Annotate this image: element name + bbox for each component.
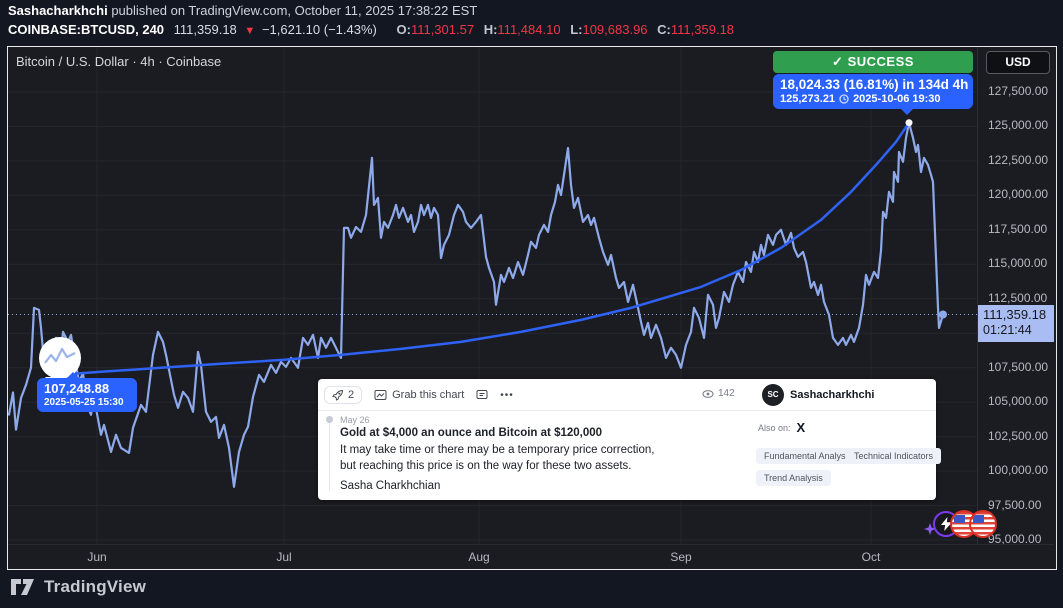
high-value: 111,484.10: [497, 22, 561, 37]
time-axis[interactable]: Jun Jul Aug Sep Oct: [8, 544, 1054, 568]
tag-technical-indicators[interactable]: Technical Indicators: [846, 448, 942, 464]
target-callout: 18,024.33 (16.81%) in 134d 4h 125,273.21…: [773, 74, 973, 115]
avatar-chart-squiggle-icon: [44, 347, 76, 364]
post-date: May 26: [340, 415, 370, 425]
more-options-button[interactable]: •••: [500, 389, 514, 401]
post-title: Gold at $4,000 an ounce and Bitcoin at $…: [340, 427, 603, 439]
lightning-icon: [940, 517, 952, 531]
open-label: O:: [396, 22, 411, 37]
price-tick-label: 117,500.00: [988, 221, 1048, 236]
price-tick-label: 115,000.00: [988, 256, 1048, 271]
card-divider: [318, 410, 936, 411]
btcusd-close-series: [8, 121, 945, 488]
views-value: 142: [718, 388, 735, 399]
check-icon: ✓: [832, 54, 844, 69]
price-tick-label: 97,500.00: [988, 497, 1042, 512]
symbol-ohlc-bar: COINBASE:BTCUSD, 240 111,359.18 ▼ −1,621…: [8, 22, 734, 37]
price-tick-label: 112,500.00: [988, 290, 1048, 305]
published-idea-card: 2 Grab this chart ••• 142 SC Sashacharkh…: [318, 379, 942, 500]
eye-icon: [702, 389, 714, 398]
entry-callout: 107,248.88 2025-05-25 15:30: [37, 372, 137, 412]
boost-count: 2: [348, 389, 355, 401]
card-toolbar: 2 Grab this chart •••: [324, 384, 514, 406]
low-label: L:: [570, 22, 583, 37]
sparkle-icon: [924, 523, 936, 535]
chart-pane[interactable]: [8, 47, 977, 544]
open-value: 111,301.57: [410, 22, 475, 37]
price-tick-label: 95,000.00: [988, 532, 1042, 546]
time-tick-label: Sep: [670, 550, 692, 564]
price-tick-label: 100,000.00: [988, 463, 1049, 478]
us-flag-badge-2: [969, 510, 997, 538]
price-tick-label: 125,000.00: [988, 118, 1049, 133]
last-price: 111,359.18: [173, 22, 237, 37]
views-count: 142: [702, 388, 735, 399]
tag-fundamental-analysis[interactable]: Fundamental Analysis: [756, 448, 861, 464]
time-tick-label: Oct: [861, 550, 881, 564]
price-tick-label: 102,500.00: [988, 428, 1049, 443]
comment-icon: [476, 390, 488, 399]
entry-price: 107,248.88: [44, 381, 110, 396]
comment-button[interactable]: [476, 389, 488, 401]
also-on-row: Also on: X: [758, 420, 805, 435]
bar-countdown: 01:21:44: [983, 323, 1032, 338]
entry-datetime: 2025-05-25 15:30: [44, 397, 124, 408]
author-signature: Sasha Charkhchian: [340, 480, 441, 492]
timeline-dot: [326, 416, 333, 423]
low-value: 109,683.96: [582, 22, 648, 37]
tradingview-logo-icon: [11, 579, 34, 595]
close-label: C:: [657, 22, 671, 37]
also-on-label: Also on:: [758, 422, 791, 433]
high-label: H:: [483, 22, 498, 37]
publish-line: Sashacharkhchi published on TradingView.…: [8, 3, 477, 18]
price-axis[interactable]: 127,500.00 125,000.00 122,500.00 120,000.00…: [977, 47, 1054, 546]
trend-projection-series: [57, 121, 911, 377]
target-gain-text: 18,024.33 (16.81%) in 134d 4h: [780, 77, 969, 92]
rocket-icon: [332, 389, 344, 401]
tradingview-footer-link[interactable]: TradingView: [10, 577, 146, 597]
price-tick-label: 120,000.00: [988, 187, 1049, 202]
chart-frame: Bitcoin / U.S. Dollar · 4h · Coinbase US…: [7, 46, 1057, 570]
price-change: −1,621.10 (−1.43%): [261, 22, 377, 37]
currency-toggle-button[interactable]: USD: [986, 51, 1050, 74]
timeline-rule: [329, 419, 330, 491]
time-tick-label: Jun: [87, 550, 107, 564]
down-triangle-icon: ▼: [244, 25, 256, 37]
publisher-name: Sashacharkhchi: [8, 3, 108, 18]
reaction-badges: [924, 510, 997, 538]
time-tick-label: Jul: [276, 550, 292, 564]
tradingview-brand-text: TradingView: [44, 577, 147, 596]
price-tick-label: 105,000.00: [988, 394, 1049, 409]
time-tick-label: Aug: [468, 550, 490, 564]
clock-icon: [839, 94, 849, 104]
grab-chart-button[interactable]: Grab this chart: [374, 389, 464, 401]
publish-info: published on TradingView.com, October 11…: [107, 3, 478, 18]
target-price: 125,273.21: [780, 93, 836, 105]
price-tick-label: 127,500.00: [988, 84, 1049, 98]
x-social-icon[interactable]: X: [796, 420, 806, 435]
snapshot-icon: [374, 390, 387, 400]
price-tick-label: 122,500.00: [988, 152, 1049, 167]
boost-button[interactable]: 2: [324, 386, 363, 404]
success-status-badge: ✓ SUCCESS: [773, 51, 973, 73]
success-label: SUCCESS: [847, 54, 914, 69]
symbol-label: COINBASE:BTCUSD, 240: [8, 22, 165, 37]
target-hit-marker: [905, 119, 913, 127]
price-tick-label: 107,500.00: [988, 359, 1049, 374]
last-marker: [939, 310, 947, 319]
author-avatar[interactable]: SC: [762, 384, 784, 406]
close-value: 111,359.18: [670, 22, 735, 37]
tag-trend-analysis[interactable]: Trend Analysis: [756, 470, 831, 486]
current-price-value: 111,359.18: [983, 307, 1047, 322]
current-price-label: 111,359.18 01:21:44: [978, 305, 1054, 342]
chart-title: Bitcoin / U.S. Dollar · 4h · Coinbase: [16, 54, 222, 69]
post-body: It may take time or there may be a tempo…: [340, 444, 655, 473]
target-datetime: 2025-10-06 19:30: [853, 93, 941, 105]
grab-chart-label: Grab this chart: [392, 389, 465, 401]
author-handle-link[interactable]: Sashacharkhchi: [790, 389, 875, 401]
